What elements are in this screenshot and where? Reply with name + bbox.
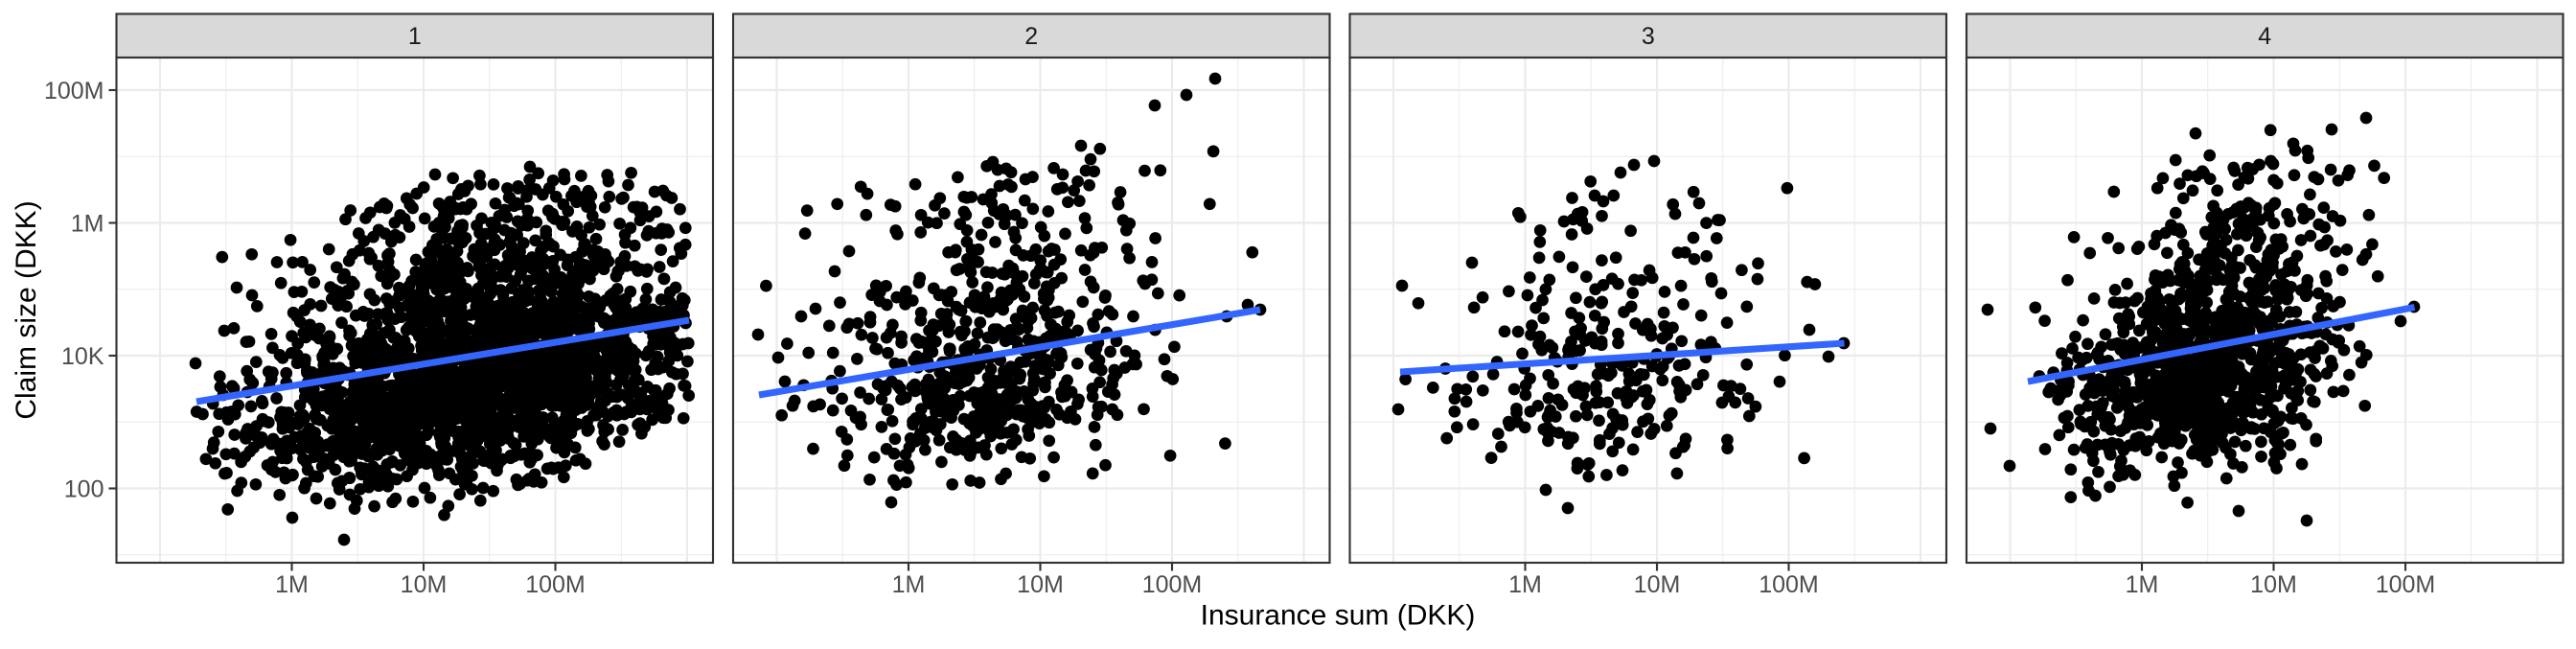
svg-text:10M: 10M — [1634, 571, 1681, 598]
svg-text:10K: 10K — [61, 343, 104, 370]
svg-text:10M: 10M — [2250, 571, 2297, 598]
svg-text:100M: 100M — [1142, 571, 1203, 598]
svg-text:1M: 1M — [275, 571, 309, 598]
svg-text:Claim size (DKK): Claim size (DKK) — [11, 200, 42, 419]
svg-text:100: 100 — [64, 476, 104, 503]
svg-text:10M: 10M — [401, 571, 448, 598]
svg-text:100M: 100M — [525, 571, 586, 598]
svg-text:1M: 1M — [892, 571, 926, 598]
svg-text:1: 1 — [408, 23, 422, 50]
svg-text:100M: 100M — [44, 78, 104, 104]
svg-text:3: 3 — [1642, 23, 1655, 50]
svg-text:2: 2 — [1024, 23, 1038, 50]
svg-text:1M: 1M — [2126, 571, 2159, 598]
svg-text:1M: 1M — [1508, 571, 1542, 598]
svg-text:1M: 1M — [71, 211, 104, 238]
svg-text:10M: 10M — [1017, 571, 1064, 598]
svg-text:Insurance sum (DKK): Insurance sum (DKK) — [1201, 600, 1476, 632]
svg-text:4: 4 — [2258, 23, 2271, 50]
svg-text:100M: 100M — [2376, 571, 2436, 598]
svg-text:100M: 100M — [1759, 571, 1819, 598]
